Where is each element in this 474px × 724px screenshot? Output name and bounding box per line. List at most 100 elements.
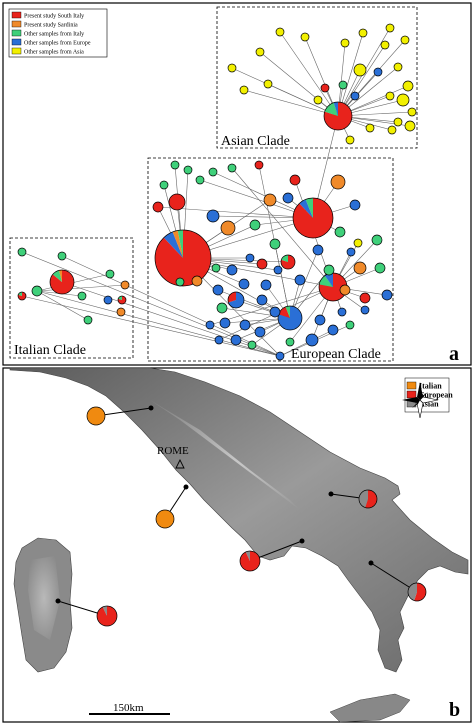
haplotype-node <box>353 238 363 248</box>
haplotype-node <box>387 125 397 135</box>
network-edge <box>209 286 334 326</box>
haplotype-node <box>214 335 224 345</box>
haplotype-node <box>346 247 356 257</box>
asian-clade-box <box>216 6 418 149</box>
haplotype-node <box>17 291 27 301</box>
haplotype-node <box>277 305 303 331</box>
network-edge <box>36 284 126 292</box>
haplotype-node <box>313 95 323 105</box>
haplotype-node <box>226 264 238 276</box>
map-legend-label: Italian <box>419 382 442 391</box>
haplotype-node <box>256 258 268 270</box>
network-edge <box>337 32 364 117</box>
haplotype-node <box>385 91 395 101</box>
network-nodes <box>17 23 417 361</box>
haplotype-node <box>359 292 371 304</box>
haplotype-node <box>205 320 215 330</box>
population-pie <box>239 550 261 572</box>
network-edge <box>274 243 291 319</box>
map-legend-swatch <box>406 381 417 390</box>
haplotype-node <box>49 269 75 295</box>
haplotype-node <box>219 317 231 329</box>
haplotype-node <box>400 35 410 45</box>
legend-swatch <box>11 11 22 19</box>
haplotype-node <box>260 279 272 291</box>
map-legend-swatch <box>406 390 417 399</box>
italian-peninsula <box>9 367 469 673</box>
legend-label: Other samples from Italy <box>24 31 84 38</box>
sampling-site <box>55 598 61 604</box>
haplotype-node <box>195 175 205 185</box>
haplotype-node <box>345 135 355 145</box>
haplotype-node <box>238 278 250 290</box>
haplotype-node <box>211 263 221 273</box>
network-edge <box>61 255 281 357</box>
haplotype-node <box>239 85 249 95</box>
haplotype-node <box>168 193 186 211</box>
sampling-site <box>183 484 189 490</box>
network-edge <box>36 290 89 321</box>
haplotype-node <box>314 314 326 326</box>
network-edge <box>36 290 281 357</box>
haplotype-node <box>230 334 242 346</box>
haplotype-node <box>339 284 351 296</box>
haplotype-node <box>57 251 67 261</box>
haplotype-node <box>183 165 193 175</box>
sampling-site <box>148 405 154 411</box>
legend-label: Other samples from Asia <box>24 49 84 56</box>
legend-box <box>8 8 108 58</box>
legend-label: Present study South Italy <box>24 14 84 20</box>
rome-label: ROME <box>157 445 189 457</box>
italian-clade-box <box>9 237 134 359</box>
sardinia-relief <box>28 556 60 640</box>
haplotype-node <box>254 326 266 338</box>
sampling-site <box>299 538 305 544</box>
sicily <box>329 693 411 723</box>
haplotype-node <box>323 101 353 131</box>
haplotype-node <box>152 201 164 213</box>
european-clade-box <box>147 157 394 362</box>
haplotype-node <box>227 63 237 73</box>
haplotype-node <box>292 197 334 239</box>
haplotype-node <box>170 160 180 170</box>
sampling-site <box>368 560 374 566</box>
population-pie <box>407 582 427 602</box>
haplotype-node <box>191 275 203 287</box>
population-pie <box>358 489 378 509</box>
haplotype-node <box>289 174 301 186</box>
haplotype-node <box>17 247 27 257</box>
haplotype-node <box>334 226 346 238</box>
haplotype-node <box>402 80 414 92</box>
haplotype-node <box>255 47 265 57</box>
haplotype-node <box>349 199 361 211</box>
haplotype-node <box>353 63 367 77</box>
network-edge <box>21 295 281 357</box>
haplotype-node <box>159 180 169 190</box>
network-edge <box>61 281 281 357</box>
haplotype-node <box>227 163 237 173</box>
haplotype-node <box>269 238 281 250</box>
legend-swatch <box>11 47 22 55</box>
haplotype-node <box>381 289 393 301</box>
haplotype-node <box>393 117 403 127</box>
haplotype-node <box>320 83 330 93</box>
network-edge <box>157 206 314 219</box>
haplotype-node <box>116 307 126 317</box>
haplotype-node <box>247 340 257 350</box>
haplotype-node <box>380 40 390 50</box>
haplotype-node <box>227 291 245 309</box>
legend-swatch <box>11 29 22 37</box>
haplotype-node <box>350 91 360 101</box>
population-pies <box>55 405 427 627</box>
haplotype-node <box>263 193 277 207</box>
panel-a-letter: a <box>449 343 459 365</box>
haplotype-node <box>393 62 403 72</box>
italian-clade-label: Italian Clade <box>14 343 86 358</box>
panel-b-letter: b <box>449 699 460 721</box>
haplotype-node <box>220 220 236 236</box>
sampling-site <box>328 491 334 497</box>
haplotype-node <box>256 294 268 306</box>
haplotype-node <box>77 291 87 301</box>
haplotype-node <box>208 167 218 177</box>
